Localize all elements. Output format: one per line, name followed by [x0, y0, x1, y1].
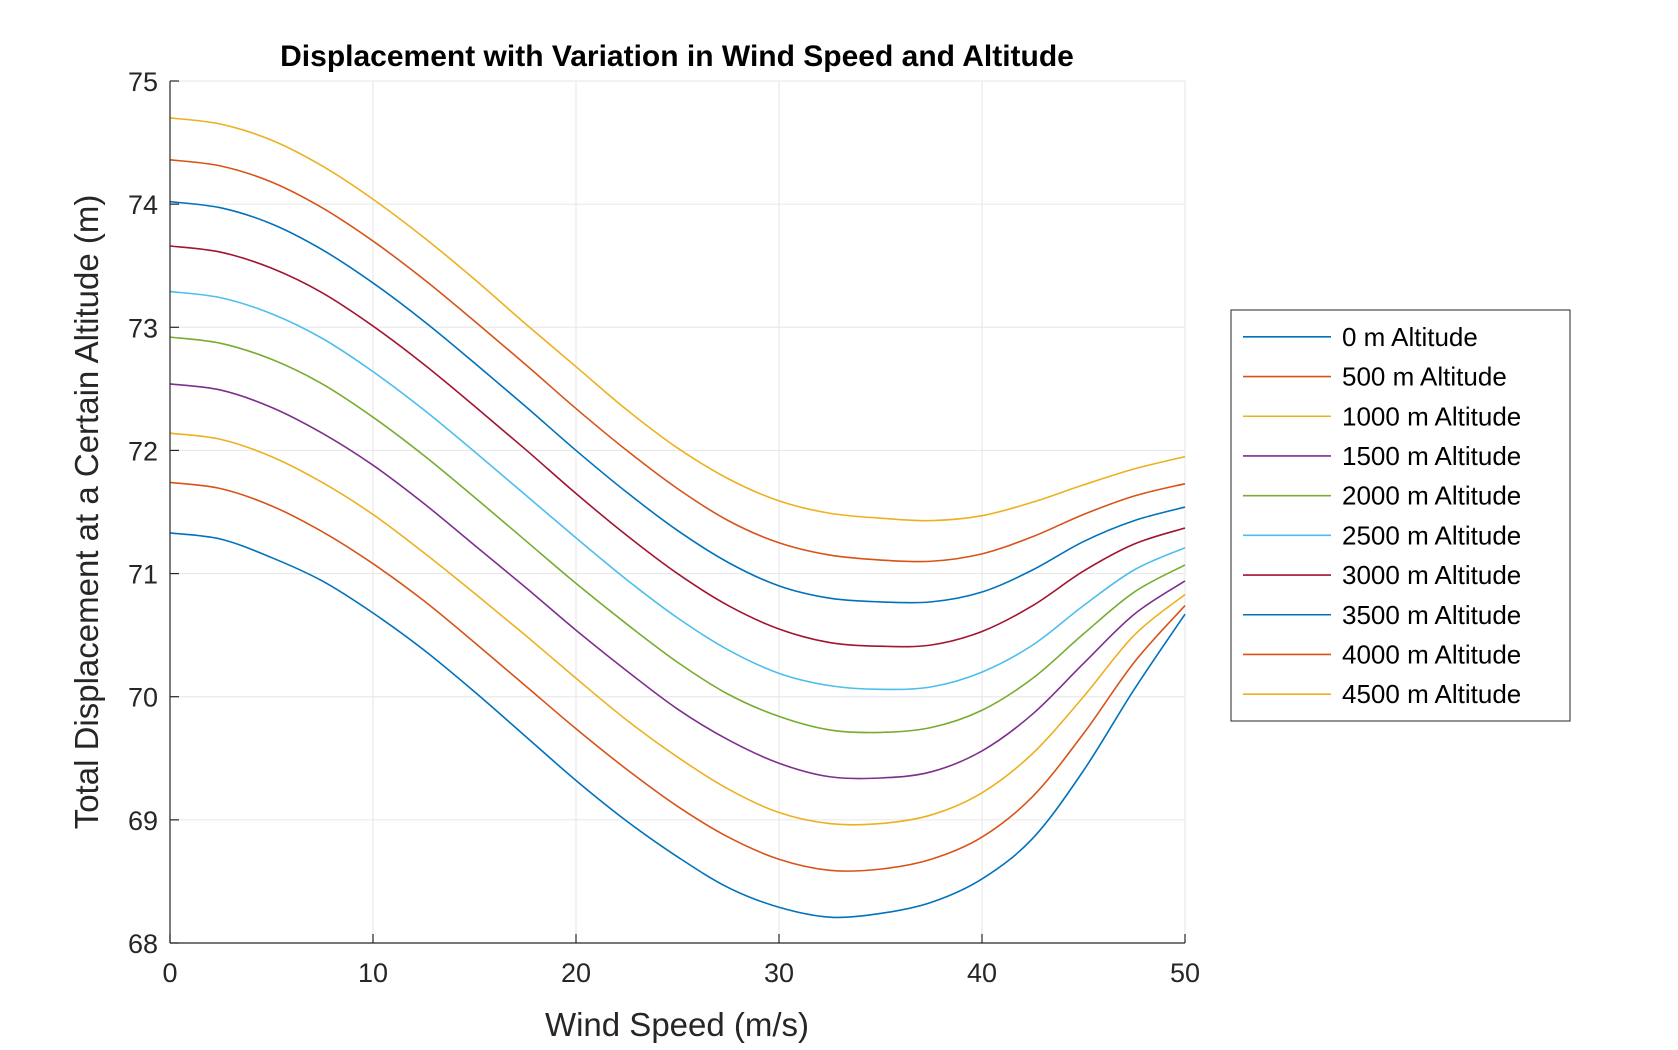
chart-title: Displacement with Variation in Wind Spee… — [280, 40, 1074, 73]
x-tick-labels: 0 10 20 30 40 50 — [162, 958, 1200, 988]
y-tick-labels: 68 69 70 71 72 73 74 75 — [128, 67, 158, 959]
legend-entry-label: 4500 m Altitude — [1342, 679, 1521, 709]
y-tick-label: 68 — [128, 929, 158, 959]
legend-entry-label: 4000 m Altitude — [1342, 639, 1521, 669]
legend-entry-label: 3000 m Altitude — [1342, 560, 1521, 590]
legend-entry-label: 0 m Altitude — [1342, 322, 1478, 352]
series-line-2 — [169, 481, 1186, 872]
plot-area — [170, 81, 1185, 943]
series-lines — [169, 117, 1186, 919]
axes — [169, 80, 1186, 944]
y-axis-label: Total Displacement at a Certain Altitude… — [68, 195, 105, 830]
x-tick-label: 20 — [561, 958, 591, 988]
series-line-3 — [169, 432, 1186, 826]
series-line-6 — [169, 290, 1186, 691]
x-tick-label: 50 — [1170, 958, 1200, 988]
legend-entry-label: 2000 m Altitude — [1342, 481, 1521, 511]
y-tick-label: 74 — [128, 190, 158, 220]
series-line-9 — [169, 159, 1186, 563]
legend: 0 m Altitude 500 m Altitude 1000 m Altitud… — [1230, 309, 1571, 722]
series-line-1 — [169, 532, 1186, 919]
y-tick-label: 69 — [128, 806, 158, 836]
legend-entry-label: 1000 m Altitude — [1342, 401, 1521, 431]
series-line-10 — [169, 117, 1186, 522]
series-line-7 — [169, 245, 1186, 648]
x-tick-label: 10 — [358, 958, 388, 988]
legend-entry-label: 2500 m Altitude — [1342, 520, 1521, 550]
x-tick-label: 0 — [162, 958, 177, 988]
legend-entry-label: 500 m Altitude — [1342, 362, 1507, 392]
series-line-5 — [169, 336, 1186, 734]
series-line-8 — [169, 200, 1186, 604]
y-tick-label: 75 — [128, 67, 158, 97]
legend-box — [1230, 309, 1571, 722]
y-tick-label: 72 — [128, 436, 158, 466]
series-line-4 — [169, 383, 1186, 780]
x-tick-label: 30 — [764, 958, 794, 988]
legend-entry-label: 3500 m Altitude — [1342, 600, 1521, 630]
x-tick-label: 40 — [967, 958, 997, 988]
legend-entry-label: 1500 m Altitude — [1342, 441, 1521, 471]
x-axis-label: Wind Speed (m/s) — [545, 1006, 809, 1043]
y-tick-label: 70 — [128, 683, 158, 713]
grid-lines — [169, 80, 1186, 944]
y-tick-label: 71 — [128, 560, 158, 590]
y-tick-label: 73 — [128, 313, 158, 343]
